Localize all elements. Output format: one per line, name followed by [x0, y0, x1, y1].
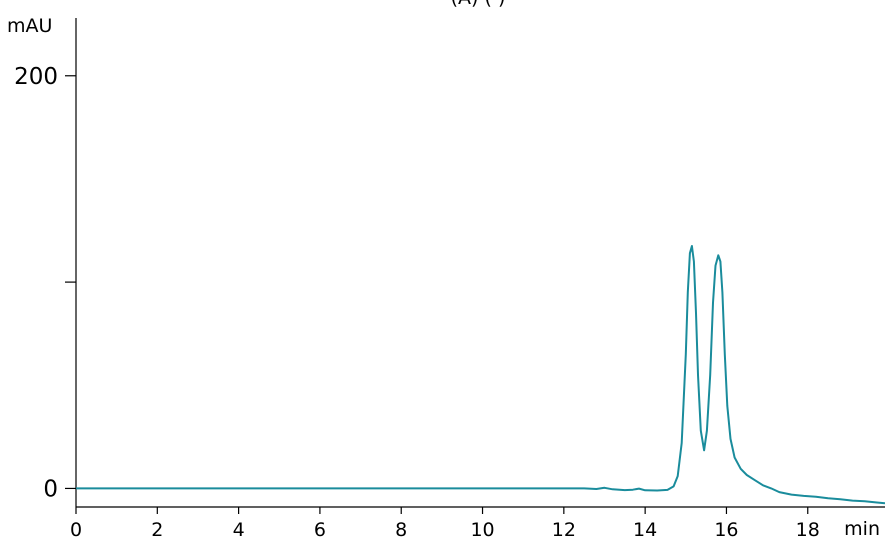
y-tick-label: 200	[14, 64, 58, 90]
y-axis-ticks: 0 200	[14, 64, 76, 502]
x-tick-label: 8	[395, 519, 407, 541]
x-tick-label: 12	[552, 519, 576, 541]
x-axis-ticks: 0 2 4 6 8 10 12 14 16 18	[70, 507, 820, 541]
y-tick-label: 0	[43, 476, 58, 502]
axes	[75, 18, 885, 508]
x-tick-label: 10	[470, 519, 494, 541]
x-tick-label: 14	[633, 519, 657, 541]
plot-area	[76, 245, 885, 505]
x-tick-label: 4	[233, 519, 245, 541]
x-tick-label: 2	[151, 519, 163, 541]
x-tick-label: 0	[70, 519, 82, 541]
x-tick-label: 6	[314, 519, 326, 541]
chart-title: (A) ( )	[451, 0, 506, 9]
x-axis-unit-label: min	[844, 518, 880, 540]
x-tick-label: 16	[714, 519, 738, 541]
chromatogram-trace	[76, 245, 885, 505]
x-tick-label: 18	[796, 519, 820, 541]
y-axis-unit-label: mAU	[7, 15, 52, 37]
